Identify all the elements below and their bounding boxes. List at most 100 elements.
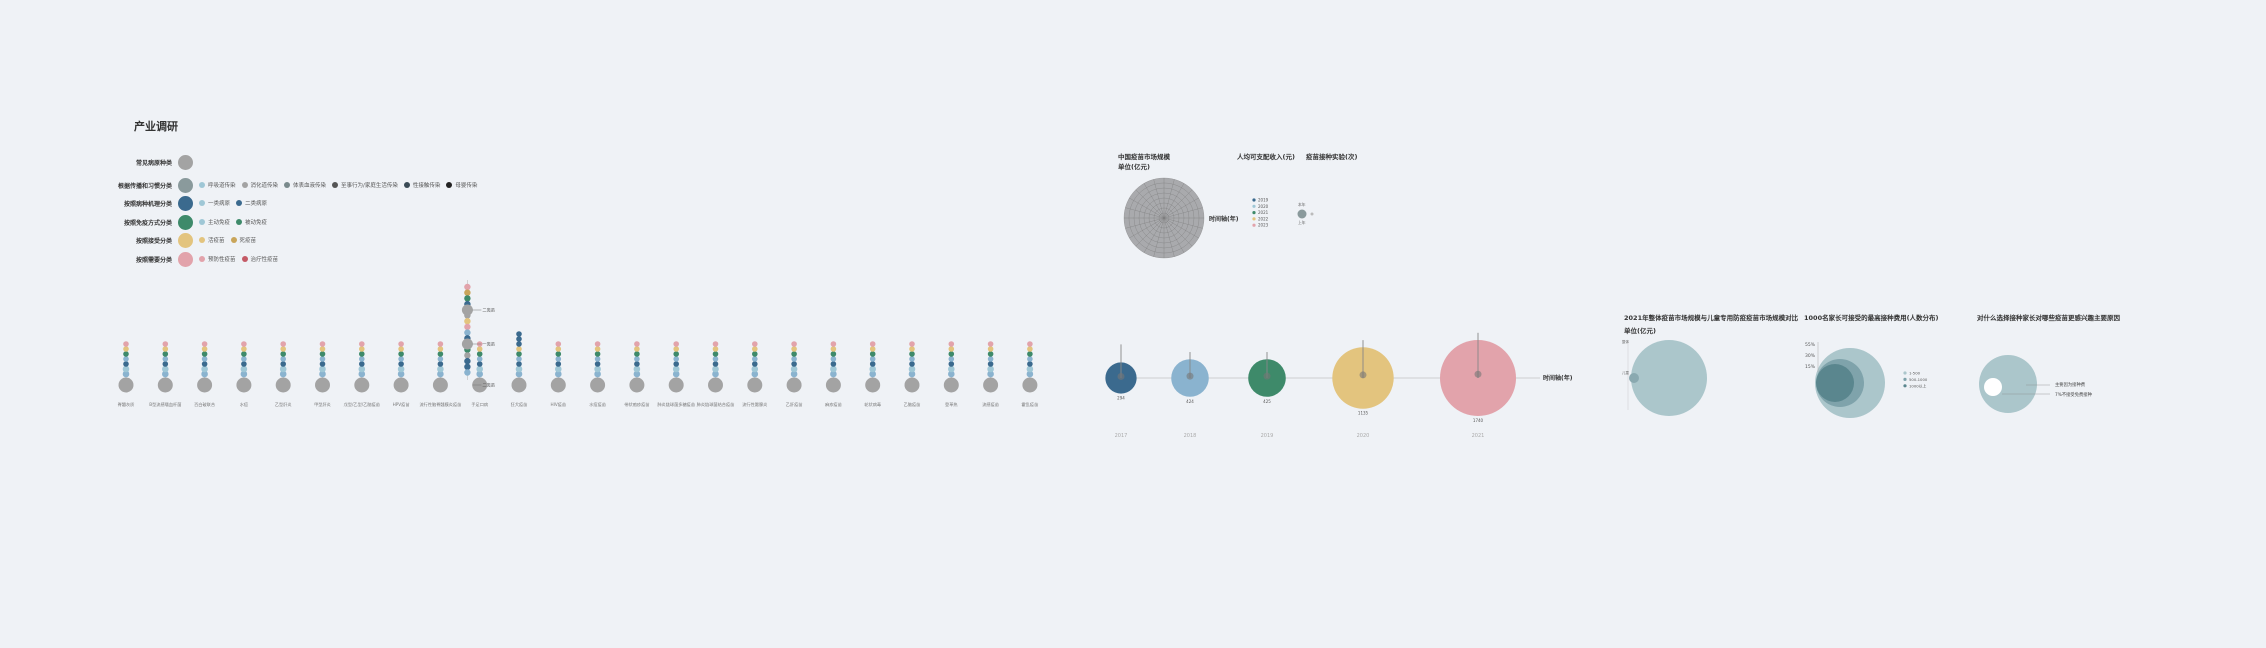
- disease-stack-dot: [516, 341, 522, 347]
- radial-legend-dot: [1252, 211, 1256, 215]
- disease-label: 乙脑疫苗: [904, 401, 921, 408]
- disease-stack-dot: [1027, 361, 1033, 367]
- chart-title-trial: 疫苗接种实验(次): [1306, 153, 1358, 161]
- legend-row-label: 常见病原种类: [135, 159, 172, 167]
- legend-item-label: 被动免疫: [245, 220, 268, 226]
- legend-row-label: 按照接受分类: [135, 237, 172, 245]
- disease-stack-dot: [359, 361, 365, 367]
- disease-root-bubble: [786, 377, 802, 393]
- disease-stack-dot: [437, 361, 444, 367]
- disease-stack-dot: [516, 361, 522, 367]
- page-title: 产业调研: [134, 120, 178, 133]
- disease-stack-dot: [869, 341, 876, 347]
- disease-label: 轮状病毒: [864, 401, 881, 408]
- legend-row: 按照病种机理分类 一类病原 二类病原: [108, 195, 273, 211]
- radial-legend-label: 2023: [1258, 223, 1269, 228]
- disease-stack-dot: [201, 341, 208, 347]
- annotation-label: 二类苗: [482, 382, 495, 389]
- timeline-inner-dot: [1117, 372, 1125, 380]
- timeline-value-label: 425: [1263, 399, 1271, 404]
- disease-stack-dot: [279, 370, 287, 378]
- disease-stack-dot: [909, 341, 915, 347]
- disease-stack-dot: [123, 341, 129, 347]
- disease-stack-dot: [987, 341, 994, 347]
- disease-stack-dot: [162, 370, 169, 378]
- legend-item-dot: [241, 256, 248, 262]
- disease-stack-dot: [869, 356, 876, 362]
- legend-row: 按照免疫方式分类 主动免疫 被动免疫: [108, 214, 273, 230]
- legend-item-dot: [332, 182, 339, 188]
- disease-stack-dot: [1026, 365, 1034, 373]
- fee-value-label: 55%: [1805, 342, 1816, 348]
- radial-grid-spoke: [1163, 217, 1193, 247]
- disease-stack-dot: [633, 365, 641, 373]
- tall-column-dot: [464, 295, 471, 302]
- chart-title-income: 人均可支配收入(元): [1237, 153, 1295, 161]
- disease-stack-dot: [987, 361, 994, 367]
- tall-column-node: [461, 338, 473, 350]
- legend-item-dot: [199, 200, 205, 206]
- disease-stack-dot: [476, 370, 484, 378]
- disease-stack-dot: [869, 361, 876, 367]
- disease-stack-dot: [673, 356, 679, 362]
- disease-label: 流行性脑脊髓膜炎疫苗: [419, 401, 461, 408]
- legend-item: 死疫苗: [230, 236, 256, 244]
- disease-stack-dot: [752, 341, 758, 347]
- tall-column-dot: [464, 283, 471, 291]
- disease-stack-dot: [908, 370, 916, 378]
- radial-grid-spoke: [1163, 217, 1185, 253]
- disease-stack-dot: [162, 346, 169, 352]
- disease-stack-dot: [319, 346, 326, 352]
- disease-stack-dot: [869, 346, 876, 352]
- reason-label: 主要因为接种费: [2055, 381, 2086, 388]
- disease-stack-dot: [555, 346, 562, 352]
- disease-stack-dot: [987, 370, 994, 378]
- disease-stack-dot: [634, 341, 640, 347]
- radial-legend-dot: [1252, 223, 1256, 227]
- fee-legend-label: 1000以上: [1909, 383, 1926, 388]
- radial-grid-spoke: [1163, 207, 1203, 219]
- legend-row-label: 按照病种机理分类: [123, 200, 172, 208]
- disease-stack-dot: [987, 365, 994, 373]
- disease-stack-dot: [909, 361, 915, 367]
- income-legend: 上年: [1298, 220, 1306, 225]
- tall-column-dot: [464, 357, 471, 365]
- disease-stack-dot: [673, 351, 679, 357]
- disease-stack-dot: [634, 351, 640, 357]
- disease-stack-dot: [791, 356, 797, 362]
- disease-label: 百白破联合: [194, 401, 216, 408]
- legend-item: 主动免疫: [199, 218, 230, 226]
- disease-stack-dot: [437, 365, 444, 373]
- tall-column-dot: [464, 323, 471, 331]
- disease-stack-dot: [830, 351, 837, 357]
- disease-root-bubble: [865, 377, 881, 393]
- disease-label: B型流感嗜血杆菌: [149, 401, 181, 408]
- radial-grid-spoke: [1129, 217, 1165, 239]
- disease-stack-dot: [123, 346, 129, 352]
- radial-grid-spoke: [1143, 183, 1165, 219]
- disease-stack-dot: [280, 361, 287, 367]
- disease-stack-dot: [201, 356, 208, 362]
- disease-stack-dot: [437, 356, 444, 362]
- legend-item: 一类病原: [199, 199, 230, 207]
- timeline-value-label: 1740: [1473, 418, 1484, 423]
- legend-item-dot: [236, 200, 243, 206]
- disease-stack-dot: [516, 336, 522, 342]
- disease-stack-dot: [319, 361, 326, 367]
- disease-stack-dot: [241, 351, 247, 357]
- legend-item-label: 预防性疫苗: [208, 257, 236, 263]
- legend-item-dot: [230, 237, 237, 243]
- disease-stack-dot: [555, 351, 562, 357]
- disease-stack-dot: [397, 370, 405, 378]
- disease-stack-dot: [594, 341, 601, 347]
- disease-stack-dot: [712, 351, 719, 357]
- tall-column-dot: [464, 318, 471, 325]
- disease-stack-dot: [359, 341, 365, 347]
- fee-legend-dot: [1903, 371, 1907, 375]
- disease-stack-dot: [279, 365, 287, 373]
- fee-legend-label: 500-1000: [1909, 377, 1928, 382]
- disease-stack-dot: [240, 370, 248, 378]
- radial-legend-label: 2020: [1258, 204, 1269, 209]
- legend-swatch: [178, 251, 193, 267]
- fee-value-label: 30%: [1805, 353, 1816, 359]
